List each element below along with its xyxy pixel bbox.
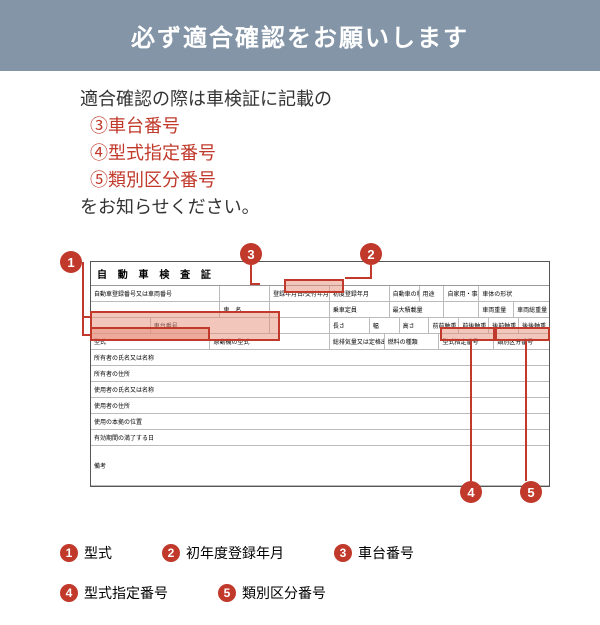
form-cell: 総排気量又は定格出力 xyxy=(330,334,385,349)
form-cell: 車両総重量 xyxy=(514,302,549,317)
connector-line xyxy=(345,277,372,279)
intro-line-2: をお知らせください。 xyxy=(80,194,520,221)
number-badge: 3 xyxy=(240,243,262,265)
instructions: 適合確認の際は車検証に記載の ③車台番号 ④型式指定番号 ⑤類別区分番号 をお知… xyxy=(0,71,600,231)
legend-badge: 1 xyxy=(60,544,78,562)
form-cell: 自動車登録番号又は車両番号 xyxy=(91,286,220,301)
highlight-box xyxy=(284,279,344,293)
connector-line xyxy=(525,341,527,481)
form-cell: 所有者の住所 xyxy=(91,366,549,381)
form-table: 自 動 車 検 査 証 自動車登録番号又は車両番号登録年月日/交付年月日初度登録… xyxy=(90,261,550,487)
intro-item-5: ⑤類別区分番号 xyxy=(90,167,520,194)
legend-badge: 5 xyxy=(218,584,236,602)
diagram: 自 動 車 検 査 証 自動車登録番号又は車両番号登録年月日/交付年月日初度登録… xyxy=(40,231,560,531)
legend-badge: 4 xyxy=(60,584,78,602)
intro-item-3: ③車台番号 xyxy=(90,113,520,140)
form-row: 備考 xyxy=(91,446,549,486)
form-cell: 使用者の住所 xyxy=(91,398,549,413)
legend-item: 2 初年度登録年月 xyxy=(162,543,284,563)
legend-item: 4 型式指定番号 xyxy=(60,583,168,603)
legend: 1 型式 2 初年度登録年月 3 車台番号 4 型式指定番号 5 類別区分番号 xyxy=(0,531,600,625)
number-badge: 1 xyxy=(60,251,82,273)
legend-badge: 3 xyxy=(334,544,352,562)
form-cell: 幅 xyxy=(370,318,400,333)
form-cell: 長さ xyxy=(330,318,370,333)
connector-line xyxy=(470,341,472,481)
form-cell: 使用者の氏名又は名称 xyxy=(91,382,549,397)
form-row: 使用者の氏名又は名称 xyxy=(91,382,549,398)
highlight-box xyxy=(495,327,550,341)
legend-item: 5 類別区分番号 xyxy=(218,583,326,603)
form-row: 所有者の住所 xyxy=(91,366,549,382)
form-cell: 所有者の氏名又は名称 xyxy=(91,350,549,365)
connector-line xyxy=(82,262,84,334)
form-cell xyxy=(220,286,270,301)
diagram-area: 自 動 車 検 査 証 自動車登録番号又は車両番号登録年月日/交付年月日初度登録… xyxy=(0,231,600,531)
connector-line xyxy=(250,283,260,285)
form-cell: 備考 xyxy=(91,446,549,485)
legend-label: 初年度登録年月 xyxy=(186,543,284,563)
form-cell: 車体の形状 xyxy=(479,286,549,301)
form-row: 所有者の氏名又は名称 xyxy=(91,350,549,366)
form-row: 使用の本拠の位置 xyxy=(91,414,549,430)
legend-label: 車台番号 xyxy=(358,543,414,563)
number-badge: 5 xyxy=(520,481,542,503)
legend-label: 類別区分番号 xyxy=(242,583,326,603)
form-row: 使用者の住所 xyxy=(91,398,549,414)
legend-badge: 2 xyxy=(162,544,180,562)
form-cell: 用途 xyxy=(420,286,445,301)
form-cell: 車両重量 xyxy=(479,302,514,317)
highlight-box xyxy=(440,327,495,341)
form-cell: 高さ xyxy=(400,318,430,333)
intro-line-1: 適合確認の際は車検証に記載の xyxy=(80,86,520,113)
connector-line xyxy=(82,334,90,336)
legend-label: 型式 xyxy=(84,543,112,563)
legend-item: 3 車台番号 xyxy=(334,543,414,563)
legend-item: 1 型式 xyxy=(60,543,112,563)
form-cell: 使用の本拠の位置 xyxy=(91,414,549,429)
page-header: 必ず適合確認をお願いします xyxy=(0,0,600,71)
form-cell: 乗車定員 xyxy=(330,302,390,317)
legend-label: 型式指定番号 xyxy=(84,583,168,603)
number-badge: 2 xyxy=(360,243,382,265)
form-cell: 有効期間の満了する日 xyxy=(91,430,549,445)
form-cell: 最大積載量 xyxy=(390,302,445,317)
form-cell: 燃料の種類 xyxy=(385,334,440,349)
form-cell: 自動車の種別 xyxy=(390,286,420,301)
intro-item-4: ④型式指定番号 xyxy=(90,140,520,167)
form-cell xyxy=(444,302,479,317)
number-badge: 4 xyxy=(460,481,482,503)
form-cell: 自家用・事業用の別 xyxy=(444,286,479,301)
highlight-box xyxy=(90,327,210,341)
connector-line xyxy=(250,265,252,283)
connector-line xyxy=(82,316,90,318)
form-row: 有効期間の満了する日 xyxy=(91,430,549,446)
